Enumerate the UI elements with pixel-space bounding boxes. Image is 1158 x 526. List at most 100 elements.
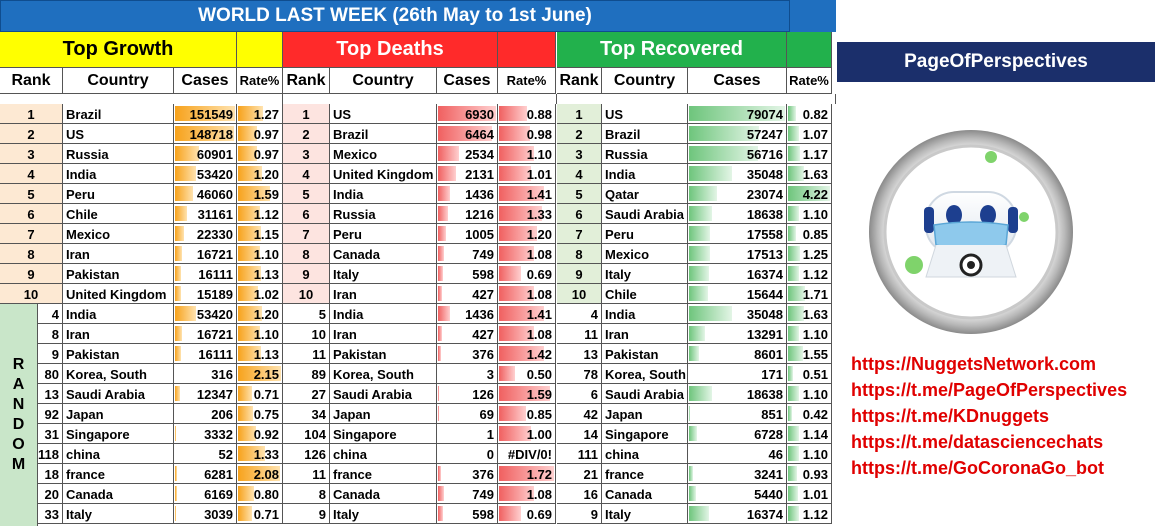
rate-cell: 0.97 — [237, 124, 283, 144]
rank-cell: 10 — [0, 284, 63, 304]
country-cell: Canada — [330, 484, 437, 504]
country-cell: Brazil — [330, 124, 437, 144]
promo-link[interactable]: https://t.me/datasciencechats — [851, 432, 1104, 452]
column-header: Country — [602, 68, 688, 94]
promo-link[interactable]: https://t.me/KDnuggets — [851, 406, 1049, 426]
rank-cell: 27 — [283, 384, 330, 404]
cases-bar — [438, 266, 443, 281]
column-header: Cases — [437, 68, 498, 94]
rank-cell: 2 — [283, 124, 330, 144]
country-cell: Saudi Arabia — [602, 384, 688, 404]
cases-value: 6930 — [465, 107, 494, 122]
rank-cell: 104 — [283, 424, 330, 444]
rate-bar — [238, 366, 281, 381]
cases-cell: 3 — [437, 364, 498, 384]
rank-cell: 7 — [0, 224, 63, 244]
rank-cell: 6 — [557, 384, 602, 404]
cases-bar — [175, 466, 178, 481]
rate-value: 0.93 — [802, 467, 828, 482]
cases-bar — [438, 406, 439, 421]
rank-cell: 2 — [0, 124, 63, 144]
cases-bar — [438, 126, 493, 141]
cases-value: 16111 — [198, 347, 233, 362]
promo-link[interactable]: https://t.me/GoCoronaGo_bot — [851, 458, 1104, 478]
rate-cell: 1.33 — [237, 444, 283, 464]
cases-bar — [438, 386, 440, 401]
rate-value: 1.20 — [253, 307, 279, 322]
cases-value: 0 — [486, 447, 494, 462]
cases-value: 749 — [472, 247, 494, 262]
rate-bar — [788, 386, 799, 401]
cases-cell: 598 — [437, 264, 498, 284]
rate-bar — [788, 126, 799, 141]
rate-value: 2.15 — [253, 367, 279, 382]
rate-cell: 0.88 — [498, 104, 556, 124]
rate-cell: 1.14 — [787, 424, 832, 444]
spacer-row — [283, 94, 557, 104]
cases-bar — [689, 306, 732, 321]
rate-cell: 1.08 — [498, 284, 556, 304]
cases-value: 6281 — [204, 467, 233, 482]
cases-bar — [438, 146, 460, 161]
rate-value: 0.50 — [526, 367, 552, 382]
rate-cell: 1.07 — [787, 124, 832, 144]
cases-value: 15189 — [196, 287, 233, 302]
cases-value: 148718 — [189, 127, 233, 142]
rate-bar — [788, 146, 800, 161]
cases-cell: 2534 — [437, 144, 498, 164]
cases-bar — [175, 126, 234, 141]
cases-value: 22330 — [196, 227, 233, 242]
section-title-spacer — [787, 32, 832, 68]
rank-cell: 20 — [38, 484, 63, 504]
random-letter: O — [12, 436, 25, 453]
cases-cell: 171 — [688, 364, 787, 384]
cases-cell: 1005 — [437, 224, 498, 244]
rate-bar — [499, 386, 550, 401]
rate-value: 0.71 — [253, 387, 279, 402]
rank-cell: 78 — [557, 364, 602, 384]
rank-cell: 8 — [283, 484, 330, 504]
cases-value: 17513 — [746, 247, 783, 262]
rate-cell: 1.10 — [787, 384, 832, 404]
rate-value: 1.00 — [526, 427, 552, 442]
rate-cell: #DIV/0! — [498, 444, 556, 464]
rate-value: 1.42 — [526, 347, 552, 362]
cases-cell: 1436 — [437, 304, 498, 324]
rate-bar — [788, 106, 797, 121]
rate-value: 1.07 — [802, 127, 828, 142]
cases-bar — [689, 246, 711, 261]
cases-bar — [438, 166, 456, 181]
rate-bar — [499, 426, 531, 441]
rate-cell: 1.15 — [237, 224, 283, 244]
rate-cell: 1.59 — [498, 384, 556, 404]
promo-link[interactable]: https://NuggetsNetwork.com — [851, 354, 1097, 374]
rate-bar — [499, 106, 528, 121]
cases-cell: 427 — [437, 324, 498, 344]
cases-bar — [175, 346, 182, 361]
cases-value: 8601 — [754, 347, 783, 362]
cases-value: 3039 — [204, 507, 233, 522]
cases-value: 53420 — [196, 167, 233, 182]
cases-bar — [689, 146, 758, 161]
cases-bar — [175, 426, 177, 441]
rate-value: 0.85 — [526, 407, 552, 422]
rate-value: 0.69 — [526, 507, 552, 522]
cases-cell: 6281 — [174, 464, 237, 484]
cases-bar — [689, 186, 717, 201]
rate-bar — [499, 286, 534, 301]
rank-cell: 31 — [38, 424, 63, 444]
rate-bar — [499, 206, 542, 221]
promo-link[interactable]: https://t.me/PageOfPerspectives — [851, 380, 1128, 400]
rate-value: 1.12 — [802, 507, 828, 522]
rate-value: 1.08 — [526, 287, 552, 302]
rate-value: 1.10 — [253, 247, 279, 262]
rank-cell: 33 — [38, 504, 63, 524]
country-cell: Pakistan — [63, 264, 174, 284]
column-header: Rank — [283, 68, 330, 94]
cases-value: 126 — [472, 387, 494, 402]
country-cell: Mexico — [602, 244, 688, 264]
cases-cell: 316 — [174, 364, 237, 384]
rate-value: 1.01 — [802, 487, 828, 502]
rate-value: 1.08 — [526, 247, 552, 262]
rate-cell: 1.33 — [498, 204, 556, 224]
